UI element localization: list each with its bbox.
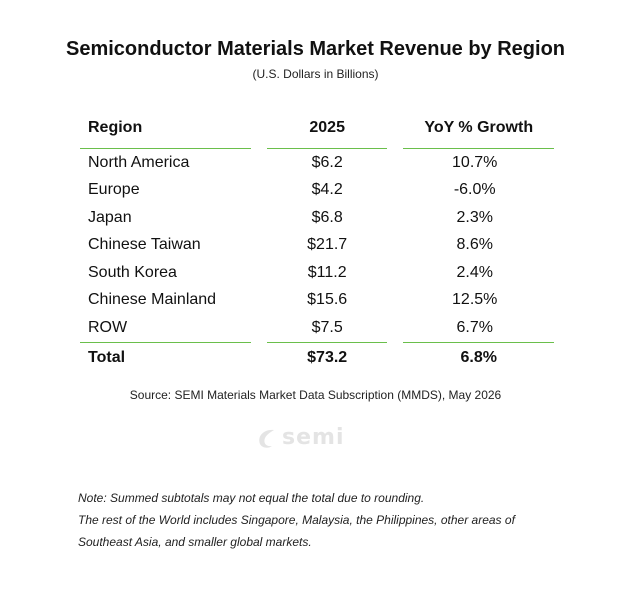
table-row: Europe $4.2 -6.0%: [80, 177, 554, 205]
source-note: Source: SEMI Materials Market Data Subsc…: [129, 388, 502, 402]
revenue-cell: $7.5: [311, 318, 343, 336]
note-line: Note: Summed subtotals may not equal the…: [78, 491, 425, 505]
semi-logo: semi: [254, 425, 374, 451]
column-header-year: 2025: [258, 108, 404, 149]
table-row: Chinese Taiwan $21.7 8.6%: [80, 232, 554, 260]
revenue-cell: $6.8: [311, 208, 343, 226]
table-header-row: Region 2025 YoY % Growth: [80, 108, 554, 149]
revenue-table: Region 2025 YoY % Growth North America $…: [80, 108, 554, 373]
column-header-growth: YoY % Growth: [395, 108, 554, 149]
table-row: ROW $7.5 6.7%: [80, 314, 554, 342]
table-row: South Korea $11.2 2.4%: [80, 259, 554, 287]
note-line: The rest of the World includes Singapore…: [78, 513, 515, 527]
total-label-cell: Total: [80, 341, 267, 373]
growth-cell: -6.0%: [453, 181, 496, 199]
page-subtitle: (U.S. Dollars in Billions): [252, 67, 379, 81]
growth-cell: 8.6%: [456, 236, 493, 254]
semi-logo-text: semi: [282, 425, 345, 450]
page-title: Semiconductor Materials Market Revenue b…: [65, 38, 566, 60]
revenue-cell: $15.6: [307, 291, 348, 309]
note-line: Southeast Asia, and smaller global marke…: [78, 535, 312, 549]
table-total-row: Total $73.2 6.8%: [80, 341, 554, 373]
growth-cell: 12.5%: [452, 291, 498, 309]
region-cell: Japan: [88, 208, 132, 226]
growth-cell: 6.7%: [456, 318, 493, 336]
region-cell: North America: [88, 153, 190, 171]
region-cell: Europe: [88, 181, 140, 199]
total-growth-cell: 6.8%: [395, 341, 554, 373]
region-cell: Chinese Taiwan: [88, 236, 201, 254]
table-row: North America $6.2 10.7%: [80, 149, 554, 177]
semi-logo-icon: [259, 429, 274, 448]
revenue-cell: $11.2: [307, 263, 347, 281]
growth-cell: 2.4%: [456, 263, 493, 281]
growth-cell: 10.7%: [452, 153, 498, 171]
column-header-region: Region: [80, 108, 267, 149]
table-row: Chinese Mainland $15.6 12.5%: [80, 287, 554, 315]
region-cell: ROW: [88, 318, 128, 336]
region-cell: Chinese Mainland: [88, 291, 217, 309]
total-revenue-cell: $73.2: [258, 341, 404, 373]
table-row: Japan $6.8 2.3%: [80, 204, 554, 232]
revenue-cell: $21.7: [307, 236, 348, 254]
revenue-cell: $4.2: [311, 181, 343, 199]
growth-cell: 2.3%: [456, 208, 493, 226]
revenue-cell: $6.2: [311, 153, 343, 171]
region-cell: South Korea: [88, 263, 177, 281]
